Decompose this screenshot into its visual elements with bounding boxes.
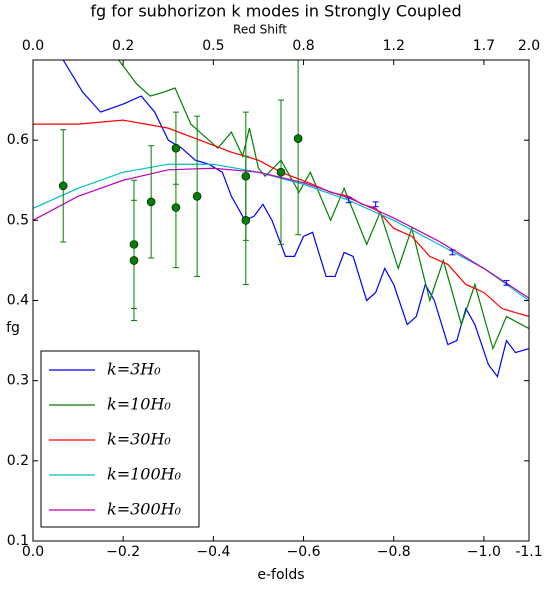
- x-axis-label: e-folds: [257, 567, 304, 583]
- x2-tick-label: 0.5: [202, 38, 224, 54]
- x-tick-label: 0.0: [22, 544, 44, 560]
- data-point: [293, 134, 303, 143]
- x2-axis-label: Red Shift: [233, 23, 287, 37]
- data-point: [171, 203, 181, 212]
- series-line: [118, 60, 529, 351]
- data-point: [192, 191, 202, 201]
- y-tick-label: 0.6: [7, 132, 29, 148]
- y-tick-label: 0.4: [7, 293, 29, 309]
- x2-tick-label: 0.8: [292, 38, 314, 54]
- data-point: [146, 197, 156, 207]
- legend-label: k=300H₀: [107, 500, 182, 519]
- series-line: [33, 119, 529, 318]
- x2-tick-label: 0.0: [22, 38, 44, 54]
- y-tick-label: 0.1: [7, 533, 29, 549]
- x-tick-label: −0.2: [106, 544, 140, 560]
- y-tick-label: 0.5: [7, 212, 29, 228]
- x2-tick-label: 2.0: [518, 38, 540, 54]
- x2-tick-label: 1.2: [383, 38, 405, 54]
- legend-label: k=30H₀: [107, 430, 171, 449]
- chart-title: fg for subhorizon k modes in Strongly Co…: [90, 2, 461, 21]
- x-tick-label: −0.4: [196, 544, 230, 560]
- legend-box: [40, 350, 200, 528]
- x2-tick-label: 0.2: [112, 38, 134, 54]
- data-point: [58, 181, 68, 191]
- legend-label: k=3H₀: [107, 360, 161, 379]
- x-tick-label: -1.1: [515, 544, 542, 560]
- data-point: [276, 167, 286, 177]
- x2-tick-label: 1.7: [473, 38, 495, 54]
- data-point: [129, 256, 139, 265]
- y-axis-label: fg: [6, 320, 20, 336]
- x-tick-label: −0.6: [287, 544, 321, 560]
- y-tick-label: 0.2: [7, 453, 29, 469]
- legend-label: k=10H₀: [107, 395, 171, 414]
- x-tick-label: −1.0: [467, 544, 501, 560]
- legend-label: k=100H₀: [107, 465, 182, 484]
- data-point: [241, 216, 251, 225]
- x-tick-label: −0.8: [377, 544, 411, 560]
- plot-area: [33, 60, 529, 379]
- y-tick-label: 0.3: [7, 373, 29, 389]
